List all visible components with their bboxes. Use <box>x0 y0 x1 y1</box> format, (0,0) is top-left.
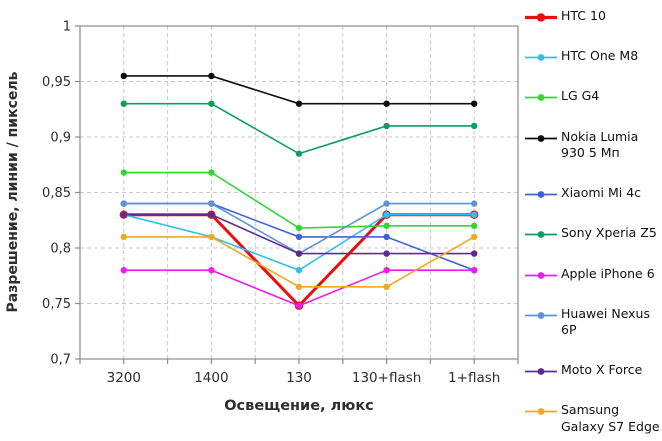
x-tick-label: 1+flash <box>448 370 500 386</box>
series-point <box>208 72 215 80</box>
series-point <box>120 267 128 274</box>
series-point <box>208 200 215 207</box>
legend-label: Samsung Galaxy S7 Edge <box>561 402 660 434</box>
series-point <box>120 169 128 176</box>
legend-marker-icon <box>525 408 557 416</box>
y-tick-label: 1 <box>63 20 71 35</box>
legend-label: HTC 10 <box>561 8 606 23</box>
series-point <box>471 100 478 107</box>
chart-svg: 0,7 0,75 0,8 0,85 0,9 0,95 1 3200 1400 130 130+fla… <box>5 20 519 414</box>
series-point <box>120 200 128 207</box>
y-tick-label: 0,85 <box>42 186 71 201</box>
legend-marker-icon <box>525 368 557 376</box>
series-point <box>295 283 303 291</box>
series-samsung-galaxy-s7-edge <box>120 233 478 291</box>
legend-item: HTC 10 <box>524 8 662 24</box>
series-point <box>295 150 303 157</box>
x-tick-label: 130+flash <box>352 370 421 386</box>
legend-label: Apple iPhone 6 <box>561 265 655 281</box>
series-point <box>471 200 478 207</box>
series-point <box>120 233 128 241</box>
series-point <box>120 100 128 107</box>
legend-marker-icon <box>525 231 557 239</box>
series-point <box>383 283 390 291</box>
legend-item: Sony Xperia Z5 <box>524 225 662 241</box>
y-tick-label: 0,95 <box>42 75 71 90</box>
legend-item: Huawei Nexus 6P <box>524 306 662 339</box>
series-point <box>383 122 390 130</box>
series-point <box>383 211 390 218</box>
series-point <box>471 233 478 241</box>
series-lg-g4 <box>120 169 478 232</box>
series-point <box>295 224 303 232</box>
x-tick-label: 1400 <box>194 370 228 386</box>
series-point <box>295 250 303 257</box>
y-tick-label: 0,7 <box>50 353 71 368</box>
legend-label: LG G4 <box>561 88 600 104</box>
x-tick-label: 130 <box>286 370 312 386</box>
legend-marker-icon <box>525 311 557 319</box>
series-point <box>120 211 128 218</box>
legend-label: HTC One M8 <box>561 48 639 64</box>
series-point <box>471 122 478 130</box>
legend-item: Nokia Lumia 930 5 Мп <box>524 129 662 162</box>
series-point <box>471 250 478 257</box>
series-point <box>120 72 128 80</box>
legend: HTC 10 HTC One M8 LG G4 Nokia Lumia 930 5 М… <box>524 0 662 441</box>
x-axis-title: Освещение, люкс <box>224 398 374 414</box>
legend-marker-icon <box>525 191 557 199</box>
legend-marker-icon <box>525 13 557 22</box>
x-tick-label: 3200 <box>107 370 141 386</box>
series-point <box>383 233 390 241</box>
series-point <box>383 250 390 257</box>
legend-label: Nokia Lumia 930 5 Мп <box>561 128 639 160</box>
series-point <box>208 267 215 274</box>
series-point <box>383 267 390 274</box>
legend-item: LG G4 <box>524 88 662 104</box>
series-point <box>383 100 390 107</box>
legend-item: Xiaomi Mi 4c <box>524 185 662 201</box>
y-tick-label: 0,75 <box>42 297 71 312</box>
legend-label: Sony Xperia Z5 <box>561 225 657 241</box>
series-point <box>471 211 478 218</box>
series-point <box>295 302 303 309</box>
legend-marker-icon <box>525 54 557 62</box>
series-point <box>208 100 215 107</box>
series-point <box>208 211 215 218</box>
legend-item: Samsung Galaxy S7 Edge <box>524 402 662 435</box>
legend-marker-icon <box>525 134 557 142</box>
series-point <box>208 169 215 176</box>
legend-label: Xiaomi Mi 4c <box>561 185 642 201</box>
legend-label: Huawei Nexus 6P <box>561 305 650 338</box>
series-point <box>208 233 215 241</box>
legend-item: Moto X Force <box>524 362 662 378</box>
legend-label: Moto X Force <box>561 362 643 378</box>
legend-item: Apple iPhone 6 <box>524 266 662 282</box>
series-moto-x-force <box>120 211 478 257</box>
series-point <box>295 233 303 241</box>
legend-marker-icon <box>525 94 557 102</box>
series-point <box>471 267 478 274</box>
legend-marker-icon <box>525 271 557 279</box>
series-point <box>383 222 390 229</box>
series-point <box>383 200 390 207</box>
series-sony-xperia-z5 <box>120 100 478 157</box>
y-tick-label: 0,9 <box>50 131 71 146</box>
plot-dynamic: 0,7 0,75 0,8 0,85 0,9 0,95 1 3200 1400 130 130+fla… <box>42 20 519 386</box>
series-point <box>471 222 478 229</box>
legend-item: HTC One M8 <box>524 48 662 64</box>
y-tick-label: 0,8 <box>50 242 71 257</box>
series-nokia-lumia-930-5-мп <box>120 72 478 107</box>
series-point <box>295 267 303 274</box>
y-axis-title: Разрешение, линии / пиксель <box>5 71 21 312</box>
series-point <box>295 100 303 107</box>
